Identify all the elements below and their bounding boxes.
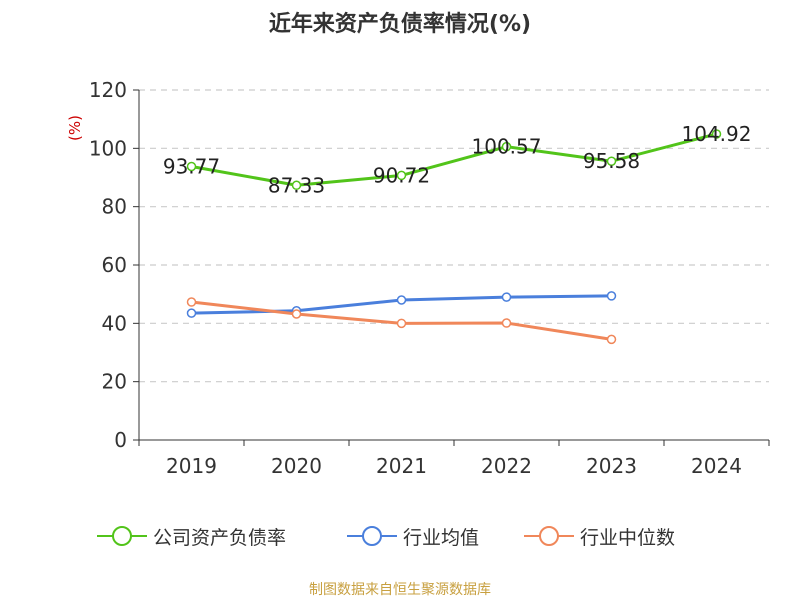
data-point	[501, 292, 512, 302]
y-tick-label: 120	[89, 78, 127, 102]
data-point	[606, 291, 617, 301]
y-tick-label: 80	[102, 195, 127, 219]
x-tick-label: 2023	[586, 454, 637, 478]
data-label: 90.72	[373, 163, 430, 187]
y-tick-label: 0	[114, 428, 127, 452]
data-label: 87.33	[268, 173, 325, 197]
data-label: 95.58	[583, 149, 640, 173]
source-note: 制图数据来自恒生聚源数据库	[309, 582, 491, 598]
data-point	[291, 309, 302, 319]
series-line-0	[190, 132, 718, 187]
y-tick-label: 60	[102, 253, 127, 277]
y-tick-label: 20	[102, 370, 127, 394]
data-point	[186, 161, 197, 172]
legend-item-company[interactable]: 公司资产负债率	[97, 518, 286, 554]
data-point	[606, 334, 617, 345]
data-point	[291, 180, 302, 191]
x-tick-label: 2020	[271, 454, 322, 478]
legend: 公司资产负债率 行业均值 行业中位数	[0, 518, 800, 554]
legend-item-industry-median[interactable]: 行业中位数	[524, 518, 675, 554]
legend-label-company: 公司资产负债率	[153, 526, 287, 549]
y-tick-label: 100	[89, 136, 127, 160]
data-point	[186, 308, 197, 318]
y-tick-label: 40	[102, 311, 127, 335]
data-point	[396, 170, 407, 181]
data-labels: 93.77 87.33 90.72 100.57 95.58 104.92	[163, 122, 752, 197]
x-tick-label: 2024	[691, 454, 742, 478]
data-point	[606, 156, 617, 166]
data-point	[396, 318, 407, 329]
legend-label-industry-mean: 行业均值	[403, 526, 480, 549]
data-label: 104.92	[682, 122, 752, 146]
data-label: 100.57	[472, 135, 542, 159]
chart-title: 近年来资产负债率情况(%)	[268, 12, 532, 37]
data-point	[501, 141, 512, 152]
axes: 0 20 40 60 80 100 120 2019 2020 2021 2022 2023 2024 (…	[66, 78, 770, 478]
data-point	[186, 297, 197, 307]
data-point	[396, 295, 407, 305]
y-axis-label: (%)	[66, 115, 84, 141]
legend-marker-industry-median	[524, 526, 574, 546]
series-lines	[186, 129, 722, 345]
legend-marker-company	[97, 526, 147, 546]
x-tick-label: 2022	[481, 454, 532, 478]
x-tick-label: 2021	[376, 454, 427, 478]
legend-label-industry-median: 行业中位数	[580, 526, 676, 549]
grid-lines	[139, 89, 769, 383]
data-point	[501, 318, 512, 328]
data-point	[711, 129, 722, 139]
legend-item-industry-mean[interactable]: 行业均值	[347, 518, 479, 554]
x-tick-label: 2019	[166, 454, 217, 478]
data-label: 93.77	[163, 155, 220, 179]
legend-marker-industry-mean	[347, 526, 397, 546]
